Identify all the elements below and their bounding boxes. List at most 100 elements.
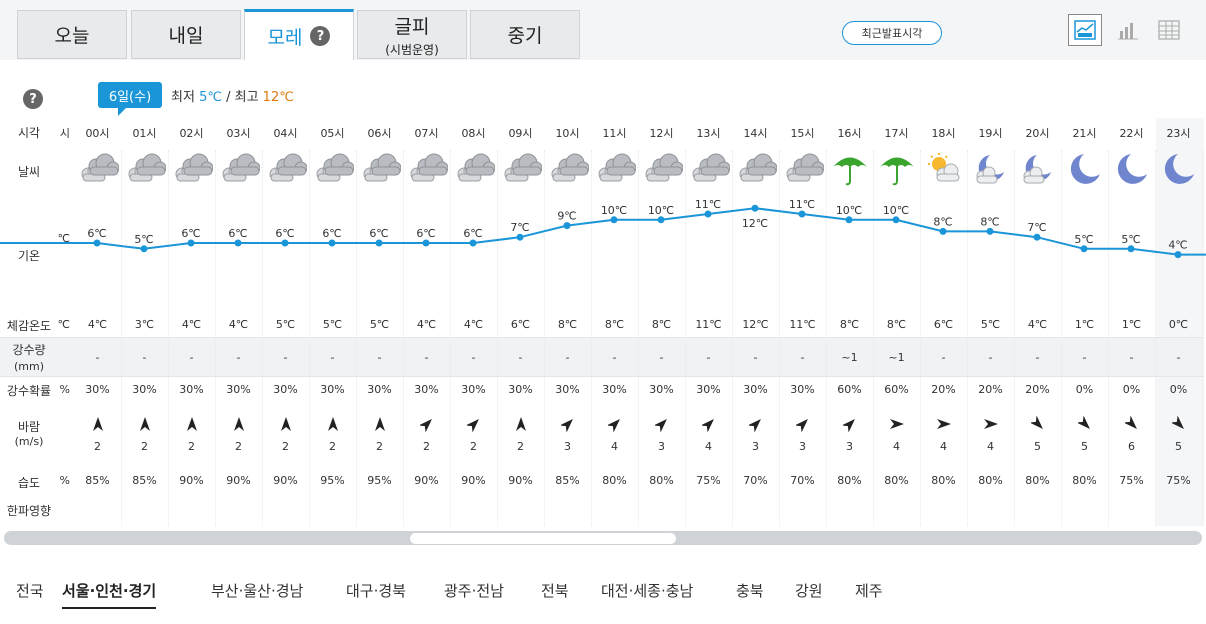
help-icon[interactable]: ?: [310, 26, 331, 46]
hour-wind: 2: [517, 440, 524, 453]
region-tab[interactable]: 대구·경북: [346, 582, 406, 600]
wind-arrow-icon: [638, 416, 685, 435]
cloudy-icon: [638, 152, 685, 189]
tab-label: 글피: [394, 15, 430, 38]
bar-view-button[interactable]: [1111, 14, 1145, 46]
temperature-point: [328, 239, 336, 247]
hour-precip: ~1: [888, 351, 905, 364]
scrollbar-thumb[interactable]: [410, 533, 676, 544]
help-icon[interactable]: ?: [23, 89, 43, 109]
region-tab[interactable]: 전국: [16, 582, 44, 600]
min-value: 5℃: [199, 90, 222, 105]
precip-band: [0, 337, 1204, 376]
moon-icon: [1061, 152, 1108, 189]
hour-wind: 4: [940, 440, 947, 453]
hour-time: 08시: [461, 127, 486, 140]
wind-arrow-icon: [685, 416, 732, 435]
temperature-label: 6℃: [416, 227, 435, 240]
tab-day-after-tomorrow[interactable]: 모레?: [244, 9, 354, 60]
wind-arrow-icon: [168, 416, 215, 435]
temperature-label: 4℃: [1168, 239, 1187, 252]
temperature-point: [1033, 233, 1041, 241]
column-separator: [732, 150, 733, 526]
hour-prob: 30%: [743, 383, 768, 396]
temperature-point: [751, 204, 759, 212]
column-separator: [873, 150, 874, 526]
wind-arrow-icon: [356, 416, 403, 435]
tab-tomorrow[interactable]: 내일: [131, 10, 241, 59]
hour-prob: 60%: [837, 383, 862, 396]
temperature-line: [0, 207, 1206, 256]
wind-arrow-icon: [920, 416, 967, 435]
column-separator: [920, 150, 921, 526]
hour-wind: 3: [752, 440, 759, 453]
hour-wind: 2: [188, 440, 195, 453]
hour-precip: -: [1035, 351, 1040, 364]
hour-prob: 30%: [179, 383, 204, 396]
hour-prob: 30%: [226, 383, 251, 396]
hour-precip: -: [95, 351, 100, 364]
tab-today[interactable]: 오늘: [17, 10, 127, 59]
recent-release-button[interactable]: 최근발표시각: [842, 21, 942, 45]
hour-humidity: 85%: [132, 474, 157, 487]
hour-time: 11시: [602, 127, 627, 140]
hour-wind: 4: [893, 440, 900, 453]
hour-prob: 20%: [931, 383, 956, 396]
wind-arrow-icon: [262, 416, 309, 435]
column-separator: [450, 150, 451, 526]
hour-prob: 30%: [508, 383, 533, 396]
tab-label: 내일: [168, 25, 204, 47]
hour-wind: 2: [235, 440, 242, 453]
hour-feels: 6℃: [933, 318, 954, 331]
temperature-point: [469, 239, 477, 247]
temperature-point: [187, 239, 195, 247]
hour-prob: 30%: [320, 383, 345, 396]
hour-humidity: 70%: [790, 474, 815, 487]
divider: [0, 337, 1204, 338]
hour-prob: 20%: [1025, 383, 1050, 396]
hour-wind: 3: [846, 440, 853, 453]
cloudy-icon: [497, 152, 544, 189]
temperature-label: 10℃: [883, 204, 909, 217]
hour-time: 10시: [555, 127, 580, 140]
region-tab[interactable]: 서울·인천·경기: [62, 580, 157, 609]
region-tab[interactable]: 부산·울산·경남: [211, 582, 304, 600]
column-separator: [685, 150, 686, 526]
hour-wind: 2: [94, 440, 101, 453]
hour-wind: 5: [1175, 440, 1182, 453]
column-separator: [779, 150, 780, 526]
cloudy-icon: [215, 152, 262, 189]
hour-feels: 8℃: [651, 318, 672, 331]
region-tab[interactable]: 강원: [795, 582, 823, 600]
min-label: 최저: [171, 90, 195, 105]
table-view-button[interactable]: [1152, 14, 1186, 46]
hour-humidity: 90%: [273, 474, 298, 487]
region-tab[interactable]: 대전·세종·충남: [601, 582, 694, 600]
hour-time: 13시: [696, 127, 721, 140]
hour-time: 07시: [414, 127, 439, 140]
hour-prob: 30%: [461, 383, 486, 396]
region-tab[interactable]: 광주·전남: [444, 582, 504, 600]
column-separator: [356, 150, 357, 526]
tab-midterm[interactable]: 중기: [470, 10, 580, 59]
temperature-point: [422, 239, 430, 247]
temperature-label: 10℃: [836, 204, 862, 217]
hour-precip: -: [800, 351, 805, 364]
graph-view-button[interactable]: [1068, 14, 1102, 46]
min-max-temp: 최저 5℃ / 최고 12℃: [171, 86, 294, 105]
temperature-label: 6℃: [181, 227, 200, 240]
sun-cloud-icon: [920, 152, 967, 189]
row-label-temp: 기온: [17, 249, 41, 263]
temperature-label: 10℃: [601, 204, 627, 217]
hour-precip: -: [941, 351, 946, 364]
hour-prob: 0%: [1075, 383, 1094, 396]
tab-three-days[interactable]: 글피 (시범운영): [357, 10, 467, 59]
hour-humidity: 90%: [226, 474, 251, 487]
temperature-label: 5℃: [1121, 233, 1140, 246]
hour-time: 23시: [1166, 127, 1191, 140]
column-separator: [262, 150, 263, 526]
region-tab[interactable]: 충북: [736, 582, 764, 600]
region-tab[interactable]: 전북: [541, 582, 569, 600]
region-tab[interactable]: 제주: [855, 582, 883, 600]
column-separator: [121, 150, 122, 526]
